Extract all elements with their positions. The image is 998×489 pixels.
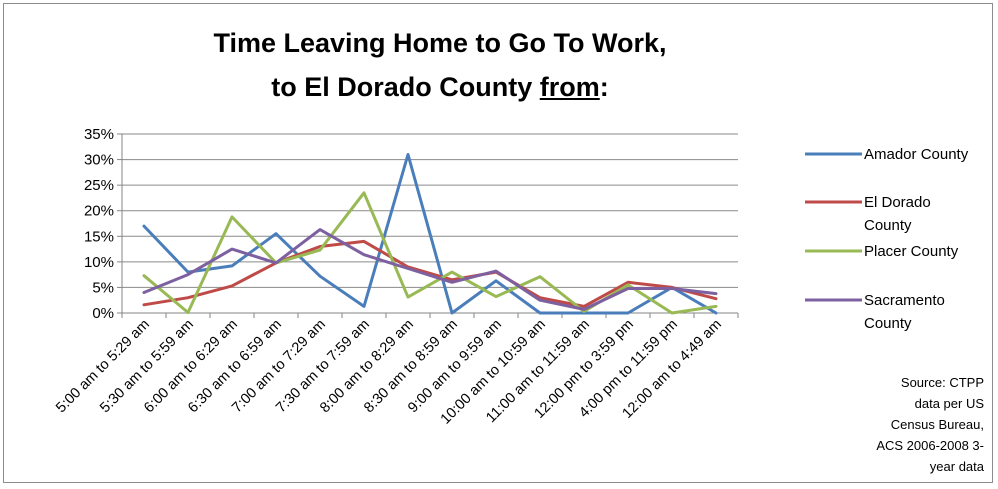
series-lines bbox=[142, 153, 718, 315]
legend-label: Sacramento bbox=[864, 292, 945, 309]
y-axis: 0% 5% 10% 15% 20% 25% 30% 35% bbox=[84, 126, 123, 322]
x-axis: 5:00 am to 5:29 am5:30 am to 5:59 am6:00… bbox=[53, 313, 739, 428]
source-line: data per US bbox=[914, 396, 984, 411]
legend-label: El Dorado bbox=[864, 194, 931, 211]
source-line: Source: CTPP bbox=[900, 375, 984, 390]
chart-title-line-1: Time Leaving Home to Go To Work, bbox=[213, 28, 667, 58]
source-line: Census Bureau, bbox=[890, 417, 984, 432]
legend-label: County bbox=[864, 315, 912, 332]
series-line-amador-county bbox=[142, 153, 718, 315]
y-tick-label: 25% bbox=[84, 177, 114, 194]
chart-frame bbox=[3, 3, 993, 483]
y-tick-label: 5% bbox=[92, 279, 114, 296]
chart-title-line-2: to El Dorado County from: bbox=[120, 70, 760, 104]
legend-label: Placer County bbox=[864, 243, 959, 260]
source-note: Source: CTPP data per US Census Bureau, … bbox=[824, 372, 984, 477]
source-line: ACS 2006-2008 3- bbox=[876, 438, 984, 453]
y-tick-label: 0% bbox=[92, 305, 114, 322]
chart-title-suffix: : bbox=[599, 72, 609, 102]
series-line-placer-county bbox=[142, 191, 718, 315]
y-tick-label: 35% bbox=[84, 126, 114, 143]
source-line: year data bbox=[929, 459, 984, 474]
y-tick-label: 15% bbox=[84, 228, 114, 245]
legend: Amador County El Dorado County Placer Count… bbox=[805, 146, 969, 332]
y-tick-label: 10% bbox=[84, 254, 114, 271]
legend-label: Amador County bbox=[864, 146, 969, 163]
series-line-sacramento-county bbox=[142, 228, 718, 311]
series-line-el-dorado-county bbox=[142, 239, 718, 308]
chart-title-prefix: to El Dorado County bbox=[271, 72, 540, 102]
legend-label: County bbox=[864, 217, 912, 234]
y-tick-label: 20% bbox=[84, 203, 114, 220]
chart-title-underlined-word: from bbox=[539, 72, 600, 102]
y-tick-label: 30% bbox=[84, 152, 114, 169]
